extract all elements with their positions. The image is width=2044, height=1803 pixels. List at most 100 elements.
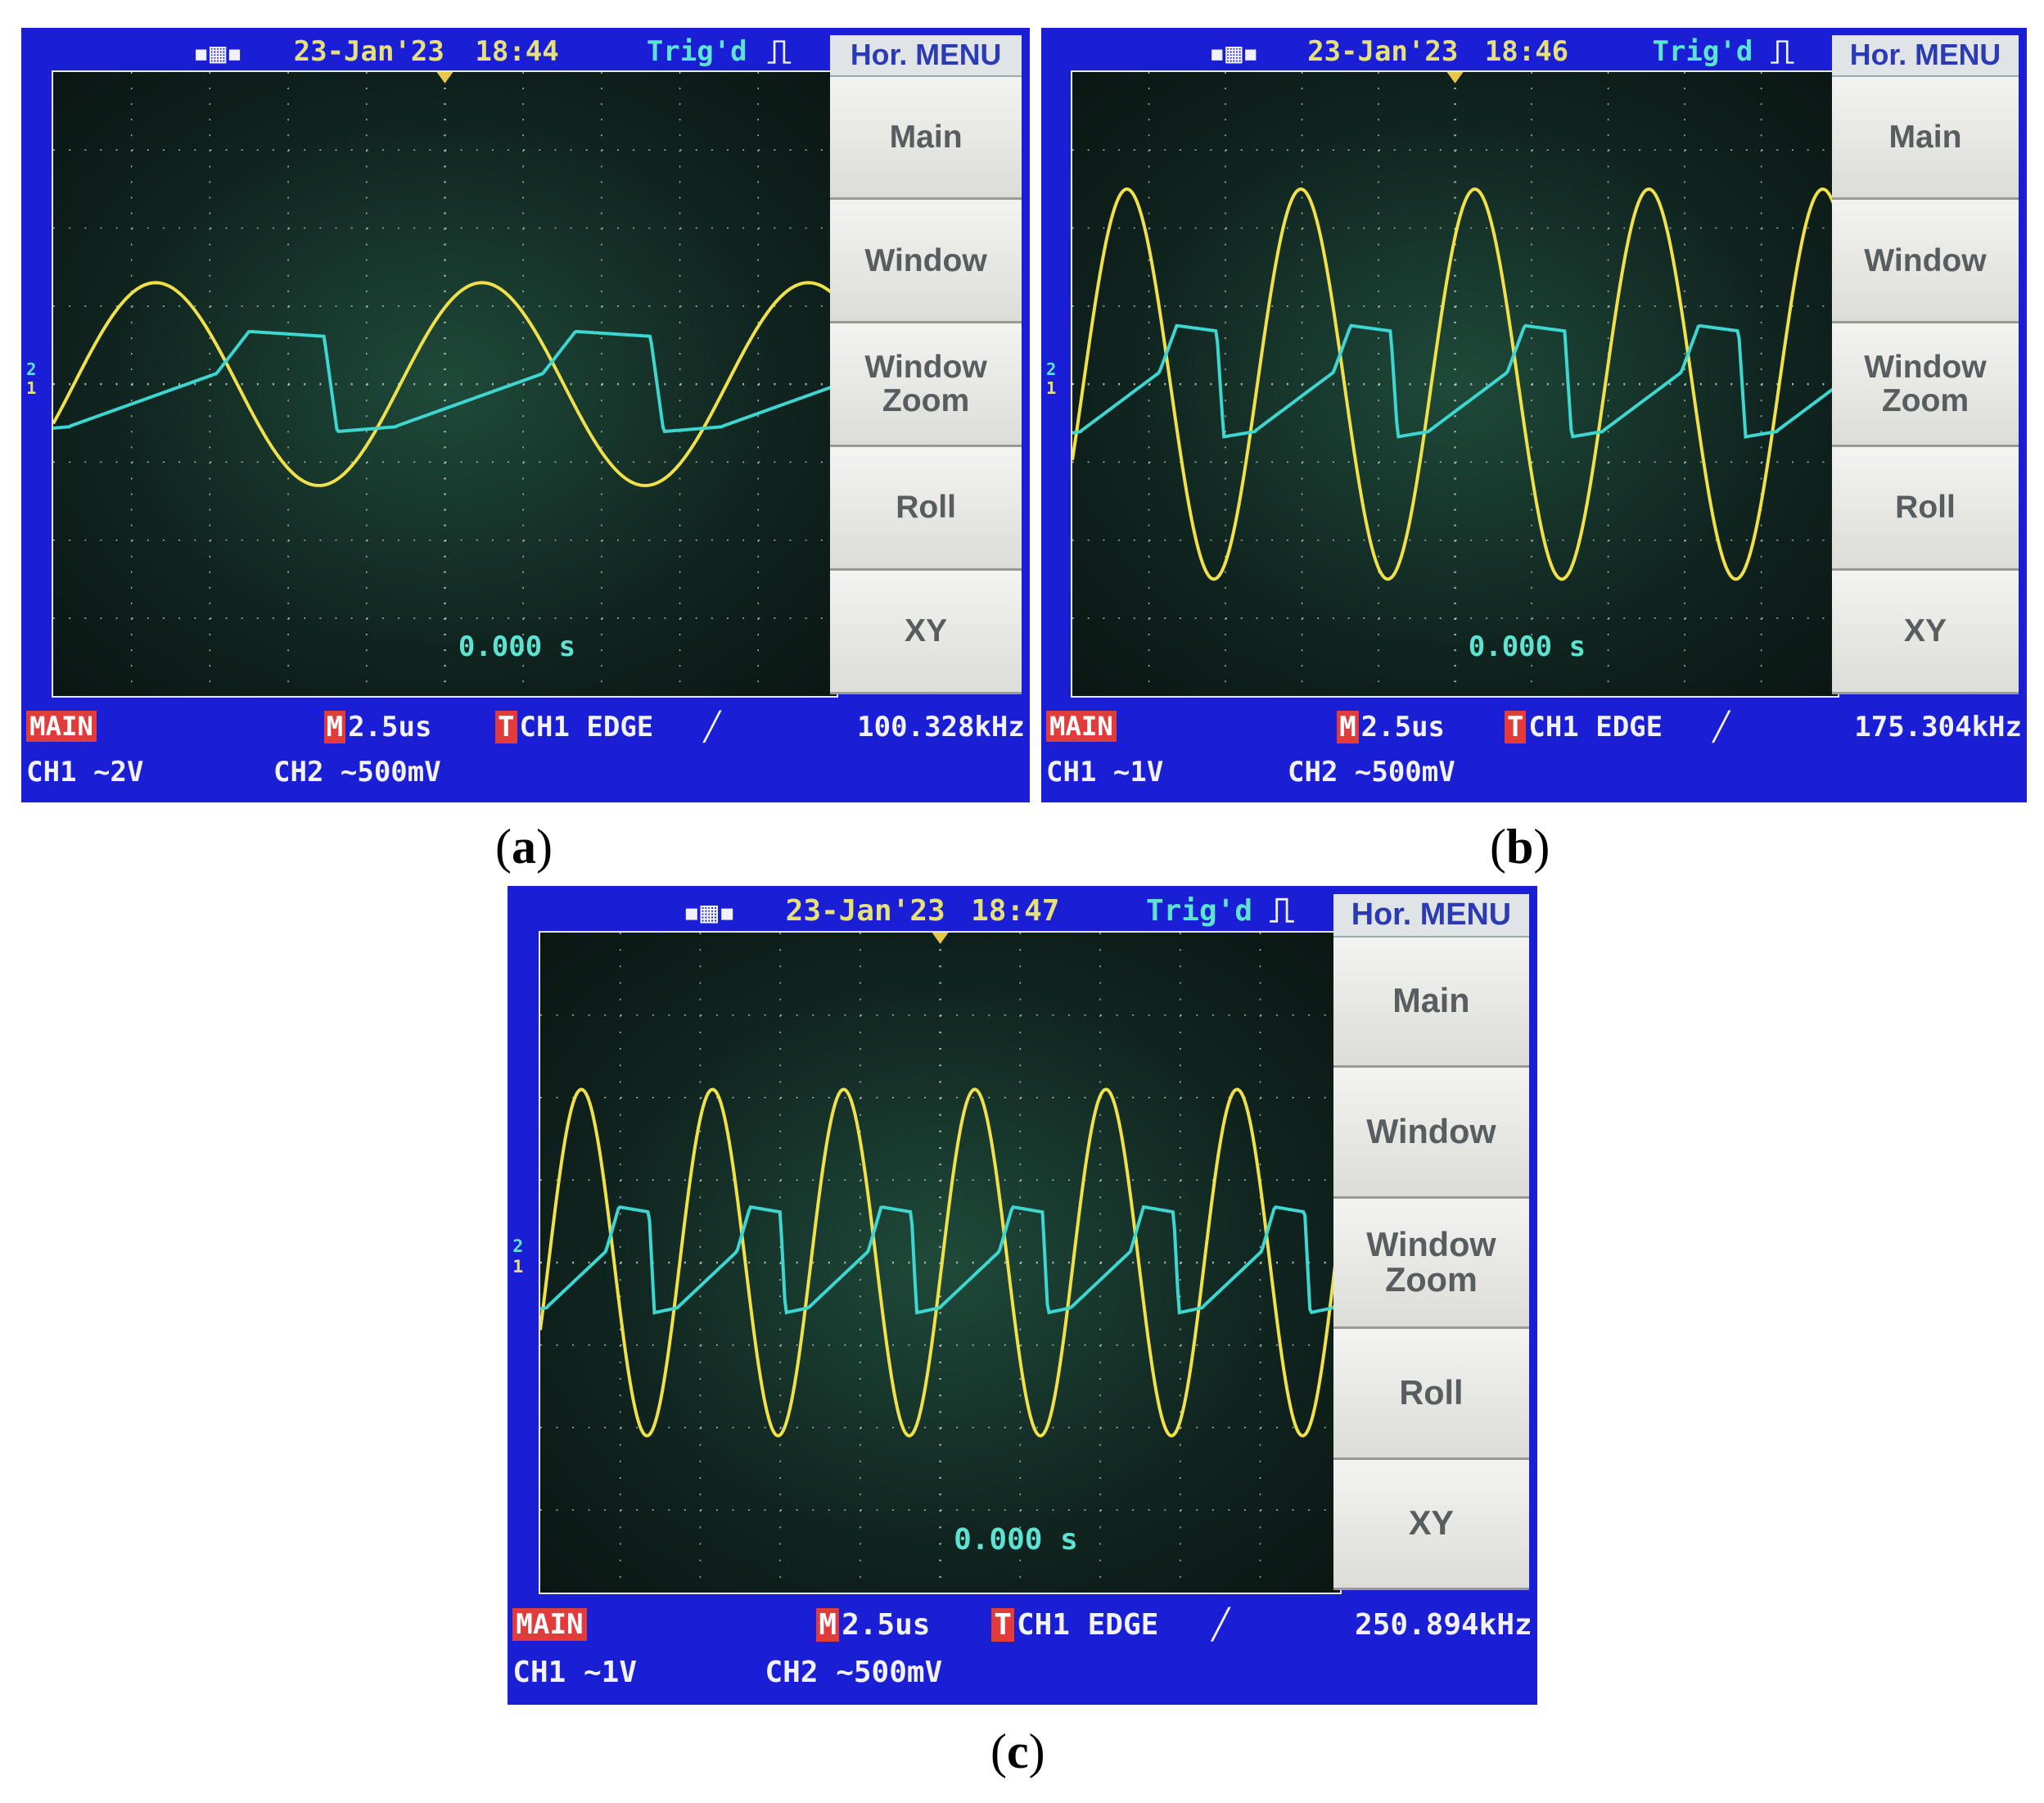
menu-item-label: Window Zoom bbox=[1864, 350, 1987, 419]
ch2-ground-marker: 2 bbox=[512, 1236, 524, 1257]
trigger-readout: T CH1 EDGE ╱ bbox=[991, 1608, 1230, 1642]
timebase-readout: M 2.5us bbox=[816, 1608, 930, 1642]
menu-item-roll[interactable]: Roll bbox=[1333, 1329, 1529, 1460]
ch2-scale: CH2 ~500mV bbox=[1288, 756, 1455, 789]
ch2-scale: CH2 ~500mV bbox=[273, 756, 441, 789]
ch1-ground-marker: 1 bbox=[26, 378, 37, 399]
menu-item-label: Window bbox=[1366, 1112, 1496, 1150]
menu-item-xy[interactable]: XY bbox=[830, 570, 1022, 694]
waveform-svg bbox=[1072, 72, 1839, 697]
caption-c: (c) bbox=[990, 1724, 1045, 1778]
menu-item-main[interactable]: Main bbox=[1333, 938, 1529, 1069]
ch1-scale: CH1 ~1V bbox=[1046, 756, 1164, 789]
menu-item-window-zoom[interactable]: Window Zoom bbox=[1333, 1198, 1529, 1330]
menu-item-xy[interactable]: XY bbox=[1831, 570, 2019, 694]
menu-item-label: Window bbox=[864, 242, 987, 278]
menu-item-label: Main bbox=[1888, 120, 1962, 156]
trigger-status: Trig'd bbox=[1145, 894, 1252, 928]
frequency-readout: 250.894kHz bbox=[1354, 1608, 1532, 1642]
caption-b: (b) bbox=[1490, 820, 1550, 874]
trigger-pulse-icon: ⎍ bbox=[767, 31, 792, 71]
trigger-readout: T CH1 EDGE ╱ bbox=[495, 711, 721, 744]
rising-edge-icon: ╱ bbox=[1663, 711, 1730, 744]
waveform-svg bbox=[52, 72, 837, 697]
menu-item-window-zoom[interactable]: Window Zoom bbox=[830, 323, 1022, 447]
horizontal-menu: Hor. MENU Main Window Window Zoom Roll XY bbox=[1333, 894, 1529, 1591]
top-status-bar: ▪▦▪ 23-Jan'23 18:47 Trig'd ⎍ bbox=[508, 886, 1537, 960]
trigger-position-marker bbox=[1446, 72, 1464, 84]
waveform-display: 0.000 s bbox=[51, 70, 838, 698]
bottom-status-bar: MAIN M 2.5us T CH1 EDGE ╱ 250.894kHz CH1 ~1V CH… bbox=[508, 1606, 1537, 1705]
menu-item-label: XY bbox=[905, 613, 948, 649]
ch1-scale: CH1 ~2V bbox=[26, 756, 144, 789]
time-label: 18:44 bbox=[475, 35, 559, 69]
horizontal-menu: Hor. MENU Main Window Window Zoom Roll XY bbox=[1831, 35, 2019, 694]
timebase-m-icon: M bbox=[816, 1608, 840, 1642]
menu-item-window[interactable]: Window bbox=[1831, 200, 2019, 324]
menu-item-label: Roll bbox=[896, 490, 957, 526]
menu-title: Hor. MENU bbox=[1333, 894, 1529, 938]
timebase-m-icon: M bbox=[323, 711, 346, 744]
trigger-t-icon: T bbox=[495, 711, 517, 744]
usb-icon: ▪▦▪ bbox=[1208, 37, 1260, 70]
time-offset-label: 0.000 s bbox=[954, 1522, 1078, 1557]
menu-item-window[interactable]: Window bbox=[830, 200, 1022, 324]
trigger-t-icon: T bbox=[1504, 711, 1527, 744]
menu-item-label: Window Zoom bbox=[864, 350, 987, 419]
menu-item-label: Main bbox=[1392, 982, 1470, 1020]
menu-item-window-zoom[interactable]: Window Zoom bbox=[1831, 323, 2019, 447]
trigger-position-marker bbox=[932, 933, 949, 944]
bottom-status-bar: MAIN M 2.5us T CH1 EDGE ╱ 100.328kHz CH1 ~2V CH… bbox=[21, 709, 1030, 802]
trigger-pulse-icon: ⎍ bbox=[1269, 890, 1295, 931]
timebase-readout: M 2.5us bbox=[1337, 711, 1446, 744]
frequency-readout: 175.304kHz bbox=[1854, 711, 2022, 744]
menu-item-label: Window Zoom bbox=[1366, 1225, 1496, 1299]
menu-item-label: Window bbox=[1864, 242, 1987, 278]
menu-item-label: Roll bbox=[1895, 490, 1956, 526]
menu-item-xy[interactable]: XY bbox=[1333, 1459, 1529, 1591]
time-offset-label: 0.000 s bbox=[458, 630, 576, 663]
timebase-readout: M 2.5us bbox=[323, 711, 432, 744]
menu-item-label: Main bbox=[889, 120, 963, 156]
rising-edge-icon: ╱ bbox=[653, 711, 721, 744]
oscilloscope-panel-c: ▪▦▪ 23-Jan'23 18:47 Trig'd ⎍ 0.000 s 2 1 Hor. ME… bbox=[508, 886, 1537, 1705]
ch2-ground-marker: 2 bbox=[26, 359, 37, 379]
oscilloscope-panel-a: ▪▦▪ 23-Jan'23 18:44 Trig'd ⎍ 0.000 s 2 1 Hor. ME… bbox=[21, 28, 1030, 802]
ch1-trace bbox=[52, 281, 837, 487]
trigger-status: Trig'd bbox=[1652, 35, 1753, 69]
trigger-pulse-icon: ⎍ bbox=[1770, 31, 1794, 71]
menu-item-label: Roll bbox=[1399, 1373, 1464, 1412]
time-offset-label: 0.000 s bbox=[1468, 630, 1586, 663]
ch1-scale: CH1 ~1V bbox=[512, 1656, 637, 1689]
ch2-trace bbox=[539, 1204, 1340, 1315]
mode-label: MAIN bbox=[512, 1608, 587, 1641]
trigger-value: CH1 EDGE bbox=[1528, 711, 1663, 744]
menu-item-label: XY bbox=[1408, 1504, 1455, 1543]
trigger-t-icon: T bbox=[991, 1608, 1014, 1642]
menu-item-window[interactable]: Window bbox=[1333, 1068, 1529, 1199]
menu-item-roll[interactable]: Roll bbox=[1831, 446, 2019, 571]
mode-label: MAIN bbox=[1046, 711, 1117, 743]
mode-label: MAIN bbox=[26, 711, 97, 743]
timebase-value: 2.5us bbox=[842, 1608, 931, 1642]
usb-icon: ▪▦▪ bbox=[682, 896, 736, 929]
horizontal-menu: Hor. MENU Main Window Window Zoom Roll XY bbox=[830, 35, 1022, 694]
oscilloscope-panel-b: ▪▦▪ 23-Jan'23 18:46 Trig'd ⎍ 0.000 s 2 1 Hor. ME… bbox=[1041, 28, 2027, 802]
menu-item-main[interactable]: Main bbox=[830, 76, 1022, 201]
timebase-m-icon: M bbox=[1337, 711, 1359, 744]
date-label: 23-Jan'23 bbox=[1307, 35, 1459, 69]
ch2-scale: CH2 ~500mV bbox=[765, 1656, 943, 1689]
trigger-position-marker bbox=[436, 72, 453, 84]
ch1-trace bbox=[539, 1087, 1340, 1438]
ch1-ground-marker: 1 bbox=[1046, 378, 1057, 399]
menu-item-roll[interactable]: Roll bbox=[830, 446, 1022, 571]
menu-item-main[interactable]: Main bbox=[1831, 76, 2019, 201]
trigger-status: Trig'd bbox=[646, 35, 747, 69]
bottom-status-bar: MAIN M 2.5us T CH1 EDGE ╱ 175.304kHz CH1 ~1V CH… bbox=[1041, 709, 2027, 802]
trigger-value: CH1 EDGE bbox=[1016, 1608, 1159, 1642]
waveform-svg bbox=[539, 933, 1340, 1593]
timebase-value: 2.5us bbox=[1360, 711, 1446, 744]
timebase-value: 2.5us bbox=[348, 711, 432, 744]
menu-title: Hor. MENU bbox=[830, 35, 1022, 77]
rising-edge-icon: ╱ bbox=[1158, 1608, 1230, 1642]
